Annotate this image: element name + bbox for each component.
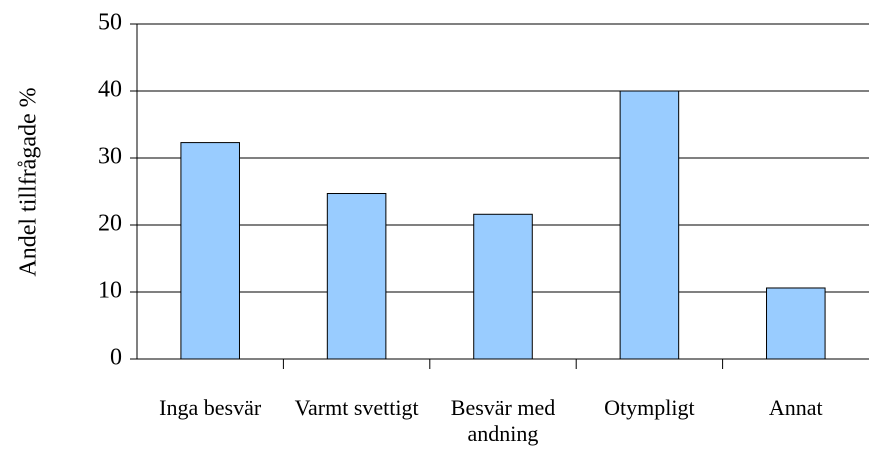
y-tick-label: 50 bbox=[98, 10, 122, 36]
x-tick-label: Annat bbox=[768, 395, 823, 420]
bar bbox=[326, 193, 387, 360]
x-tick-label: Inga besvär bbox=[159, 395, 262, 420]
y-tick-label: 20 bbox=[98, 211, 122, 237]
bar bbox=[180, 142, 240, 360]
bar bbox=[619, 90, 680, 360]
y-tick-label: 10 bbox=[98, 278, 122, 304]
x-tick-label: Varmt svettigt bbox=[294, 395, 419, 420]
bar bbox=[766, 287, 826, 360]
bar bbox=[473, 213, 533, 360]
y-tick-label: 0 bbox=[110, 345, 122, 371]
y-tick-label: 30 bbox=[98, 144, 122, 170]
y-axis-label: Andel tillfrågade % bbox=[16, 87, 42, 276]
y-tick-label: 40 bbox=[98, 77, 122, 103]
x-tick-label: Otympligt bbox=[604, 395, 695, 420]
x-tick-label: Besvär med andning bbox=[450, 395, 556, 446]
